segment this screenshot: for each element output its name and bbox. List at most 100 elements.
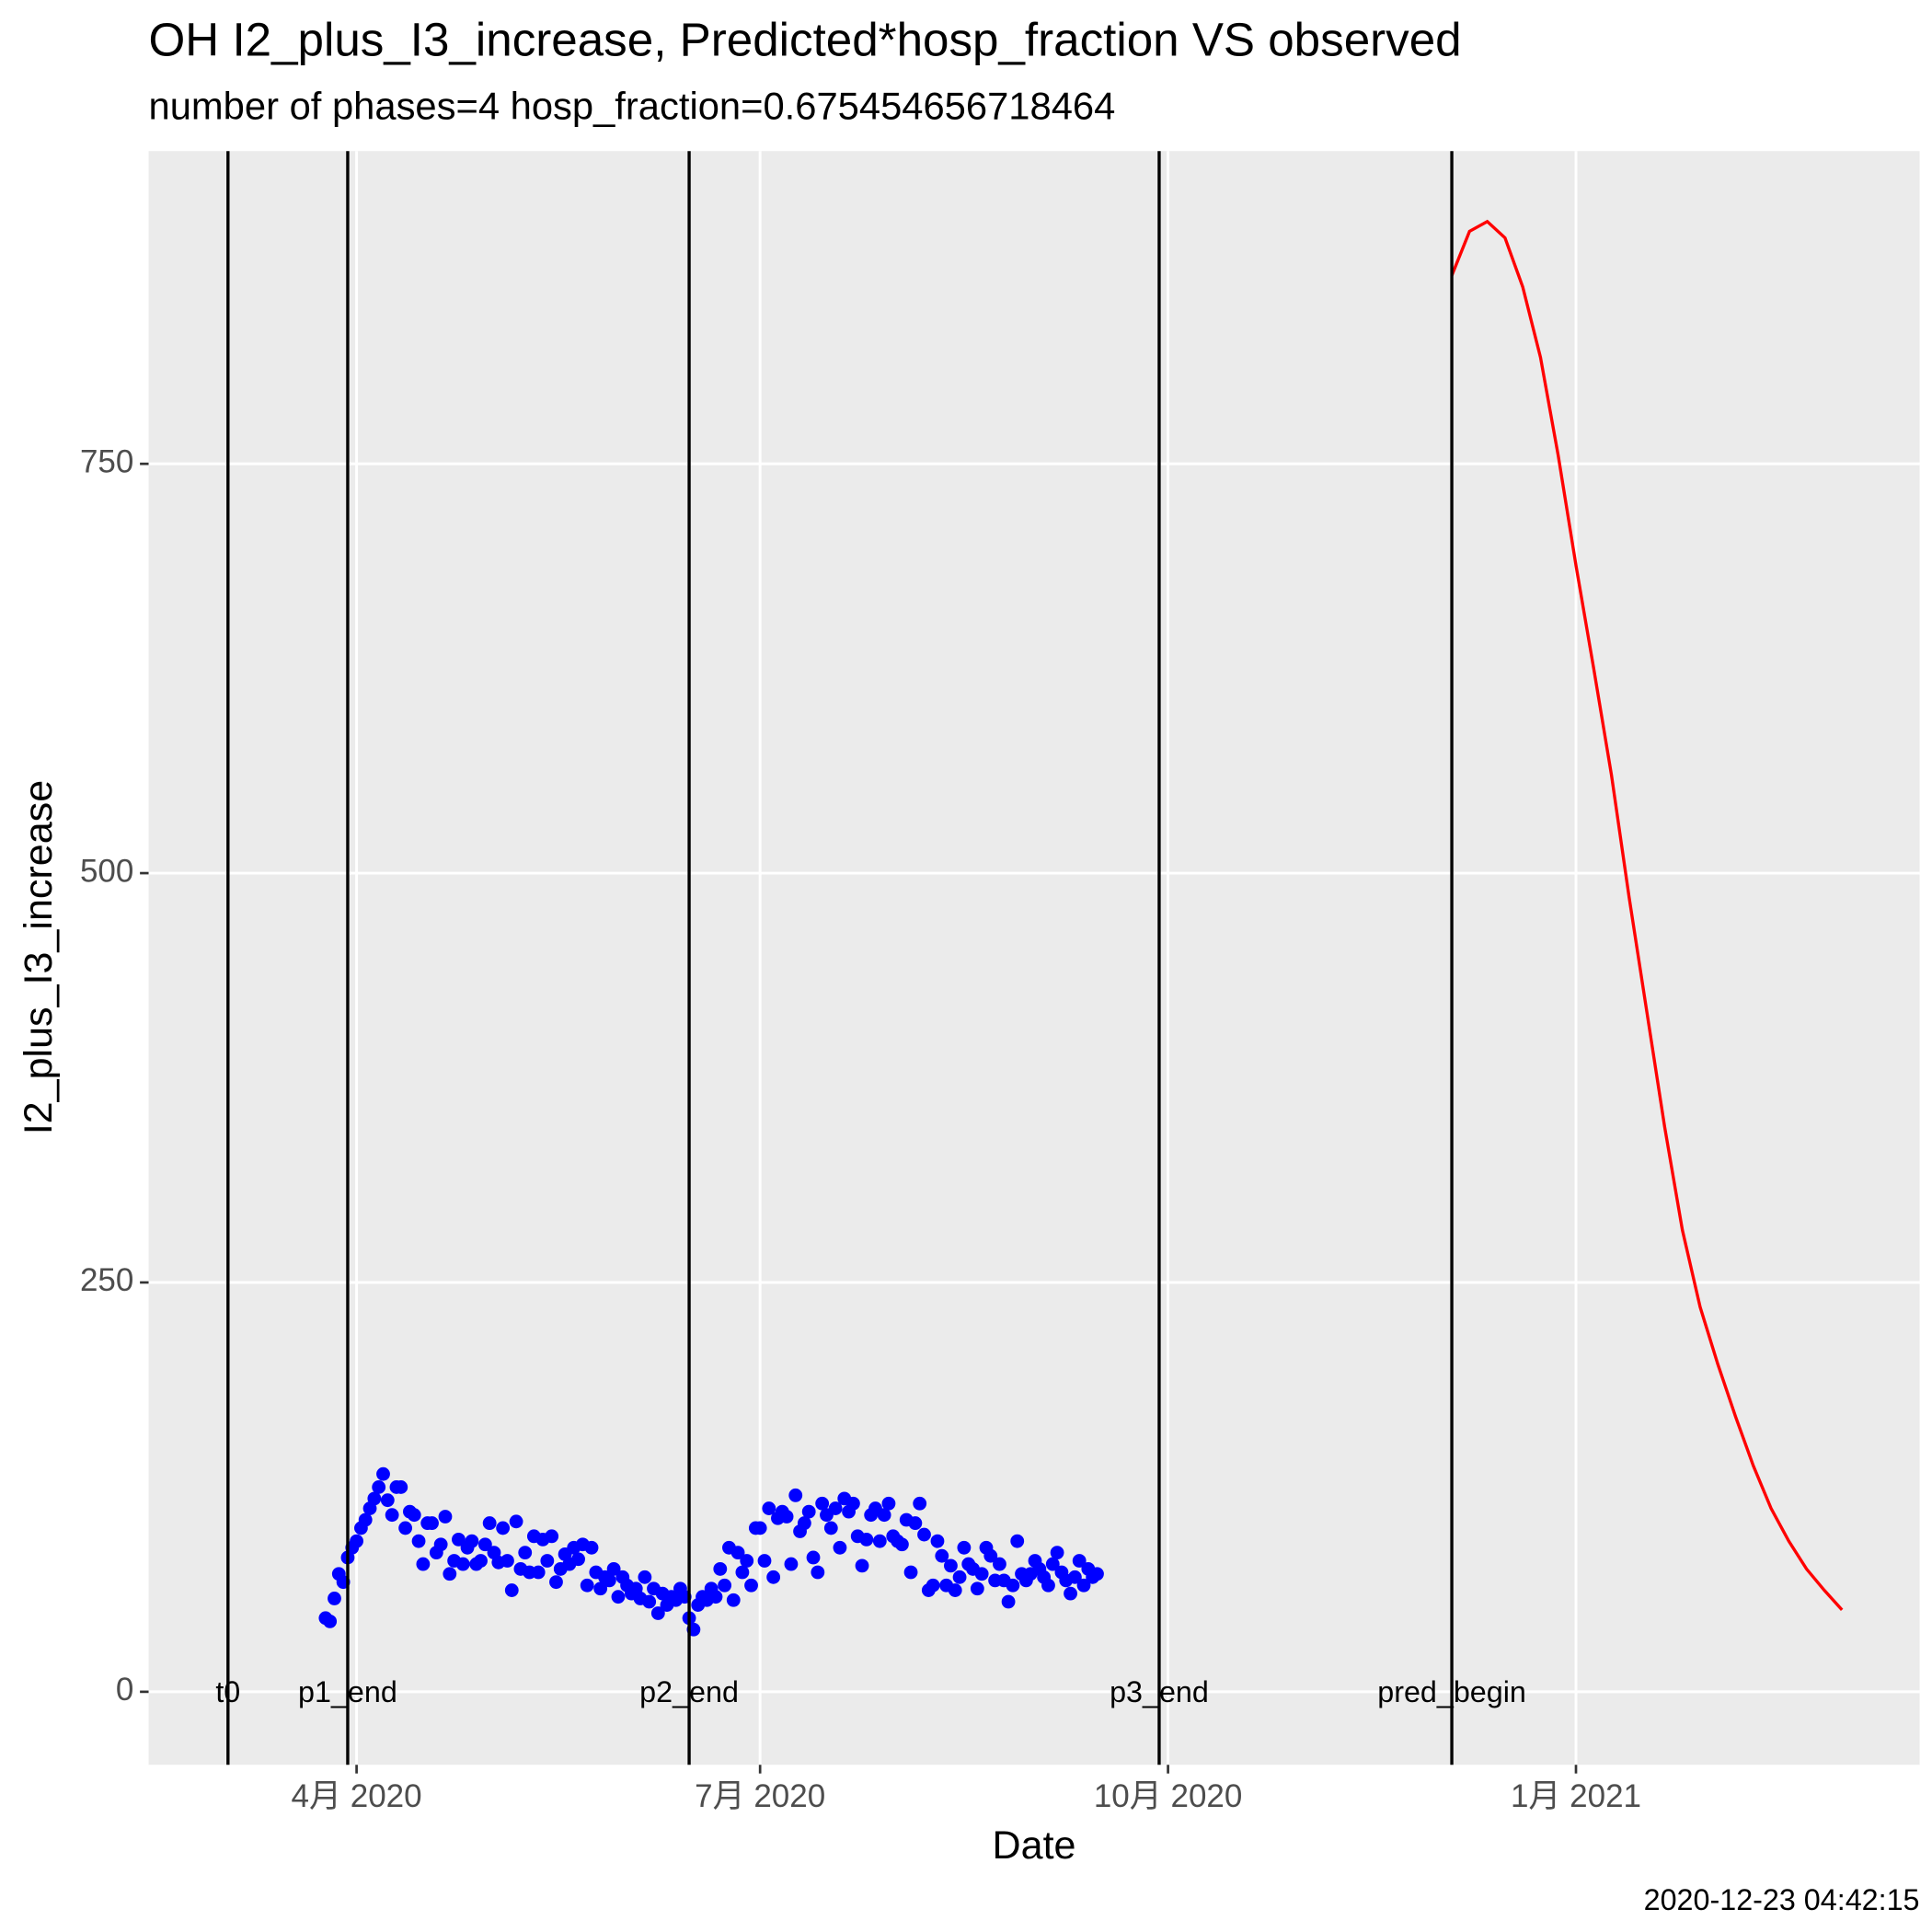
x-tick-label: 7月 2020 — [695, 1778, 825, 1814]
data-point — [1001, 1594, 1016, 1609]
y-tick-label: 500 — [80, 853, 133, 889]
data-point — [993, 1557, 1006, 1571]
data-point — [504, 1583, 519, 1597]
data-point — [779, 1510, 794, 1524]
data-point — [903, 1565, 918, 1580]
data-point — [859, 1532, 874, 1547]
data-point — [872, 1534, 887, 1548]
data-point — [474, 1554, 488, 1568]
y-axis-title: I2_plus_I3_increase — [17, 780, 61, 1134]
data-point — [584, 1540, 599, 1555]
data-point — [545, 1529, 559, 1544]
data-point — [926, 1578, 940, 1593]
data-point — [482, 1516, 497, 1530]
data-point — [833, 1540, 847, 1555]
data-point — [394, 1480, 408, 1494]
data-point — [1050, 1546, 1064, 1560]
data-point — [845, 1496, 860, 1511]
data-point — [1064, 1586, 1077, 1601]
data-point — [1041, 1578, 1055, 1593]
data-point — [788, 1488, 803, 1502]
data-point — [1076, 1578, 1091, 1593]
y-tick-label: 0 — [116, 1672, 133, 1708]
data-point — [806, 1550, 821, 1565]
chart-subtitle: number of phases=4 hosp_fraction=0.67545… — [149, 84, 1116, 127]
phase-label: p2_end — [639, 1675, 739, 1708]
data-point — [1067, 1570, 1082, 1584]
data-point — [518, 1546, 533, 1560]
data-point — [398, 1521, 413, 1535]
data-point — [549, 1575, 563, 1590]
data-point — [913, 1496, 927, 1511]
data-point — [372, 1480, 386, 1494]
data-point — [376, 1466, 390, 1481]
data-point — [957, 1540, 972, 1555]
data-point — [443, 1567, 457, 1581]
data-point — [718, 1578, 732, 1593]
data-point — [438, 1510, 453, 1524]
data-point — [811, 1565, 825, 1580]
data-point — [753, 1521, 767, 1535]
data-point — [801, 1504, 816, 1519]
data-point — [944, 1558, 958, 1573]
data-point — [571, 1552, 585, 1567]
data-point — [744, 1578, 758, 1593]
x-tick-label: 10月 2020 — [1094, 1778, 1243, 1814]
data-point — [433, 1537, 448, 1552]
data-point — [726, 1593, 741, 1607]
data-point — [425, 1516, 439, 1530]
data-point — [970, 1581, 984, 1596]
data-point — [611, 1590, 626, 1604]
data-point — [500, 1554, 514, 1568]
data-point — [477, 1537, 492, 1552]
data-point — [762, 1501, 776, 1515]
data-point — [855, 1558, 869, 1573]
data-point — [650, 1606, 665, 1620]
data-point — [877, 1508, 891, 1523]
data-point — [881, 1496, 896, 1511]
data-point — [350, 1534, 363, 1548]
data-point — [509, 1514, 523, 1529]
y-tick-label: 250 — [80, 1262, 133, 1298]
data-point — [1006, 1578, 1020, 1593]
data-point — [708, 1590, 723, 1604]
data-point — [815, 1496, 830, 1511]
x-tick-label: 1月 2021 — [1511, 1778, 1641, 1814]
phase-label: pred_begin — [1377, 1675, 1526, 1708]
data-point — [358, 1512, 373, 1527]
prediction-line — [1450, 219, 1844, 1612]
data-point — [983, 1548, 998, 1563]
footer: 2020-12-23 04:42:15 — [1644, 1883, 1920, 1916]
data-point — [642, 1594, 657, 1609]
data-point — [952, 1570, 967, 1584]
data-point — [740, 1554, 754, 1568]
data-point — [1045, 1557, 1060, 1571]
data-point — [730, 1546, 745, 1560]
data-point — [948, 1583, 962, 1597]
data-point — [593, 1581, 608, 1596]
data-point — [823, 1521, 838, 1535]
data-point — [540, 1554, 555, 1568]
data-point — [416, 1557, 431, 1571]
data-point — [935, 1548, 949, 1563]
data-point — [895, 1537, 909, 1552]
data-point — [407, 1508, 421, 1523]
chart-title: OH I2_plus_I3_increase, Predicted*hosp_f… — [149, 14, 1462, 66]
data-point — [974, 1567, 989, 1581]
data-point — [828, 1501, 843, 1515]
data-point — [328, 1592, 341, 1605]
data-point — [638, 1570, 652, 1584]
phase-label: t0 — [215, 1675, 240, 1708]
data-point — [452, 1532, 466, 1547]
data-point — [367, 1491, 382, 1506]
panel — [148, 151, 1920, 1765]
data-point — [735, 1565, 750, 1580]
x-tick-label: 4月 2020 — [292, 1778, 422, 1814]
phase-label: p1_end — [298, 1675, 397, 1708]
data-point — [1010, 1534, 1025, 1548]
data-point — [917, 1527, 931, 1542]
data-point — [930, 1534, 945, 1548]
data-point — [531, 1565, 546, 1580]
data-point — [580, 1578, 594, 1593]
